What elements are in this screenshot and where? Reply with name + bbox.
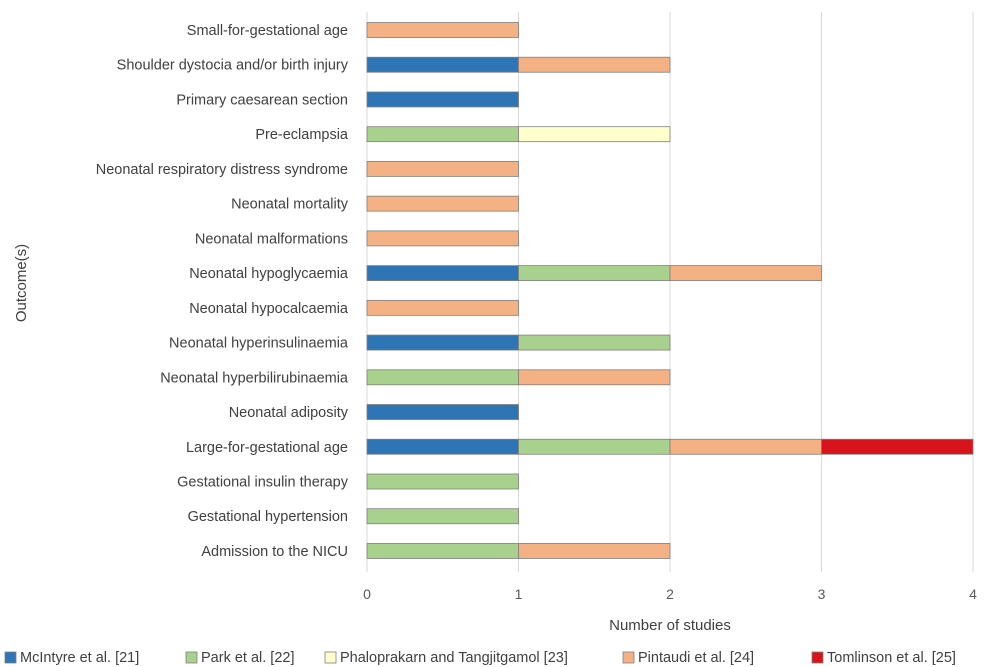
y-axis-title: Outcome(s) <box>13 244 30 322</box>
legend-swatch <box>324 651 337 664</box>
category-label: Large-for-gestational age <box>186 440 348 456</box>
bar-segment <box>669 265 822 282</box>
bar-segment <box>366 438 519 455</box>
category-label: Neonatal hypoglycaemia <box>189 266 349 282</box>
bars <box>366 22 974 559</box>
category-label: Neonatal hypocalcaemia <box>189 301 349 317</box>
x-tick-label: 0 <box>363 586 371 602</box>
bar-segment <box>366 369 519 386</box>
bar-segment <box>366 299 519 316</box>
bar-segment <box>366 265 519 282</box>
legend-label: Pintaudi et al. [24] <box>638 650 754 666</box>
x-tick-label: 1 <box>515 586 523 602</box>
x-tick-label: 2 <box>666 586 674 602</box>
category-label: Pre-eclampsia <box>255 127 349 143</box>
category-label: Admission to the NICU <box>201 544 348 560</box>
bar-segment <box>518 56 671 73</box>
x-axis-title: Number of studies <box>609 617 731 634</box>
bar-segment <box>366 334 519 351</box>
bar-segment <box>366 161 519 177</box>
legend-swatch <box>811 651 824 664</box>
category-label: Primary caesarean section <box>176 92 348 108</box>
category-label: Neonatal malformations <box>195 231 348 247</box>
bar-segment <box>366 543 519 559</box>
bar-segment <box>366 473 519 490</box>
category-label: Shoulder dystocia and/or birth injury <box>117 58 349 74</box>
bar-segment <box>518 334 671 351</box>
legend-swatch <box>185 651 198 664</box>
legend: McIntyre et al. [21] Park et al. [22] Phal… <box>4 650 956 666</box>
bar-segment <box>366 195 519 212</box>
bar-segment <box>366 126 519 143</box>
category-label: Neonatal hyperinsulinaemia <box>169 336 349 352</box>
bar-segment <box>518 126 671 143</box>
category-label: Small-for-gestational age <box>187 23 348 39</box>
bar-segment <box>366 230 519 247</box>
category-label: Gestational insulin therapy <box>177 474 349 490</box>
legend-label: Tomlinson et al. [25] <box>827 650 956 666</box>
legend-label: Park et al. [22] <box>201 650 295 666</box>
bar-segment <box>669 438 822 455</box>
category-label: Neonatal mortality <box>231 197 349 213</box>
category-label: Neonatal respiratory distress syndrome <box>96 162 348 178</box>
bar-segment <box>366 56 519 73</box>
bar-segment <box>821 438 974 455</box>
bar-segment <box>518 265 671 282</box>
bar-segment <box>366 404 519 420</box>
x-tick-labels: 0 1 2 3 4 <box>363 586 977 602</box>
legend-swatch <box>4 651 17 664</box>
category-labels: Small-for-gestational age Shoulder dystoc… <box>96 23 349 560</box>
bar-segment <box>518 369 671 386</box>
bar-segment <box>518 543 671 559</box>
category-label: Neonatal adiposity <box>229 405 349 421</box>
x-tick-label: 4 <box>969 586 977 602</box>
bar-segment <box>518 438 671 455</box>
legend-label: McIntyre et al. [21] <box>20 650 139 666</box>
legend-swatch <box>622 651 635 664</box>
category-label: Neonatal hyperbilirubinaemia <box>160 370 349 386</box>
bar-segment <box>366 508 519 525</box>
category-label: Gestational hypertension <box>188 509 348 525</box>
legend-label: Phaloprakarn and Tangjitgamol [23] <box>340 650 568 666</box>
bar-segment <box>366 22 519 38</box>
bar-segment <box>366 91 519 108</box>
x-tick-label: 3 <box>818 586 826 602</box>
